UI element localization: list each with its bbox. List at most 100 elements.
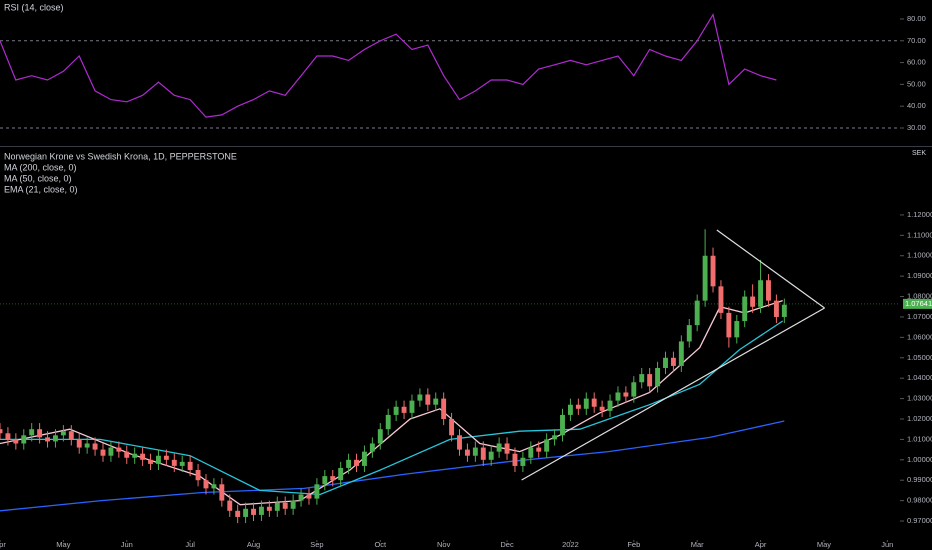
x-tick-label: Apr — [0, 540, 6, 549]
y-tick-label: 0.97000 — [907, 516, 932, 525]
candle-body — [488, 451, 494, 460]
candle-body — [322, 476, 328, 485]
y-tick-label: 40.00 — [907, 101, 926, 110]
x-tick-label: May — [817, 540, 831, 549]
x-tick-label: Mar — [691, 540, 704, 549]
y-tick-label: 1.07000 — [907, 312, 932, 321]
candle-body — [750, 296, 756, 307]
candle-body — [163, 455, 169, 460]
candle-body — [124, 451, 130, 458]
x-tick-label: Feb — [627, 540, 640, 549]
y-tick-label: 1.11000 — [907, 230, 932, 239]
candle-body — [346, 459, 352, 468]
candle-body — [670, 357, 676, 366]
candle-body — [100, 449, 106, 456]
legend-entry: MA (200, close, 0) — [4, 162, 77, 172]
candle-body — [76, 439, 82, 448]
indicator-line — [0, 420, 785, 512]
candle-body — [552, 435, 558, 440]
y-tick-label: 1.06000 — [907, 332, 932, 341]
candle-body — [361, 451, 367, 466]
y-tick-label: 30.00 — [907, 123, 926, 132]
candle-body — [13, 439, 19, 444]
candle-body — [496, 443, 502, 452]
x-tick-label: Jun — [881, 540, 893, 549]
candle-body — [227, 500, 233, 511]
candle-body — [409, 400, 415, 413]
candle-body — [425, 394, 431, 405]
trend-line — [521, 307, 825, 481]
candle-body — [655, 367, 661, 387]
candle-body — [0, 429, 3, 434]
candle-body — [583, 398, 589, 409]
y-tick-label: 0.99000 — [907, 475, 932, 484]
trend-line — [716, 229, 825, 309]
x-tick-label: Jun — [121, 540, 133, 549]
candle-body — [678, 341, 684, 366]
candle-body — [235, 510, 241, 517]
candle-body — [591, 398, 597, 407]
currency-label: SEK — [912, 150, 926, 157]
y-tick-label: 1.05000 — [907, 353, 932, 362]
candle-body — [377, 429, 383, 444]
candle-body — [92, 443, 98, 450]
candle-body — [148, 459, 153, 464]
candle-body — [140, 453, 146, 460]
candle-body — [694, 300, 700, 326]
x-tick-label: Apr — [755, 540, 767, 549]
candle-body — [330, 476, 336, 481]
candle-body — [647, 374, 653, 387]
candle-body — [108, 447, 114, 456]
pane-title: RSI (14, close) — [4, 2, 64, 12]
x-tick-label: Nov — [437, 540, 451, 549]
candle-body — [274, 502, 280, 511]
candle-body — [781, 304, 787, 317]
candle-body — [282, 502, 288, 509]
candle-body — [171, 459, 177, 466]
candle-body — [536, 447, 542, 452]
candle-body — [354, 459, 359, 466]
y-tick-label: 80.00 — [907, 14, 926, 23]
candle-body — [385, 414, 391, 430]
indicator-line — [0, 299, 783, 506]
indicator-line — [0, 320, 784, 496]
candle-body — [766, 280, 771, 301]
candle-body — [734, 321, 740, 338]
candle-body — [718, 286, 724, 313]
x-tick-label: Dec — [500, 540, 514, 549]
candle-body — [623, 392, 629, 397]
candle-body — [615, 392, 621, 401]
candle-body — [567, 404, 573, 415]
x-tick-label: Jul — [185, 540, 195, 549]
candle-body — [68, 431, 74, 440]
candle-body — [37, 429, 43, 438]
x-tick-label: May — [56, 540, 70, 549]
candle-body — [251, 508, 256, 515]
candle-body — [686, 325, 692, 342]
candle-body — [195, 470, 201, 481]
legend-entry: MA (50, close, 0) — [4, 173, 72, 183]
candle-body — [433, 398, 439, 405]
last-price-label: 1.07641 — [905, 299, 932, 308]
candle-body — [449, 418, 455, 436]
candle-body — [710, 255, 716, 287]
candle-body — [21, 435, 27, 444]
candle-body — [298, 494, 304, 501]
candle-body — [243, 508, 249, 517]
candle-body — [84, 443, 90, 448]
candle-body — [211, 484, 217, 489]
y-tick-label: 70.00 — [907, 36, 926, 45]
candle-body — [599, 406, 605, 411]
rsi-line — [0, 13, 777, 118]
last-price-tag — [903, 298, 932, 309]
y-tick-label: 50.00 — [907, 79, 926, 88]
candle-body — [45, 437, 50, 442]
y-tick-label: 1.12000 — [907, 210, 932, 219]
candle-body — [742, 296, 748, 322]
candle-body — [203, 480, 209, 489]
candle-body — [53, 435, 58, 442]
y-tick-label: 1.09000 — [907, 271, 932, 280]
candle-body — [393, 406, 399, 415]
